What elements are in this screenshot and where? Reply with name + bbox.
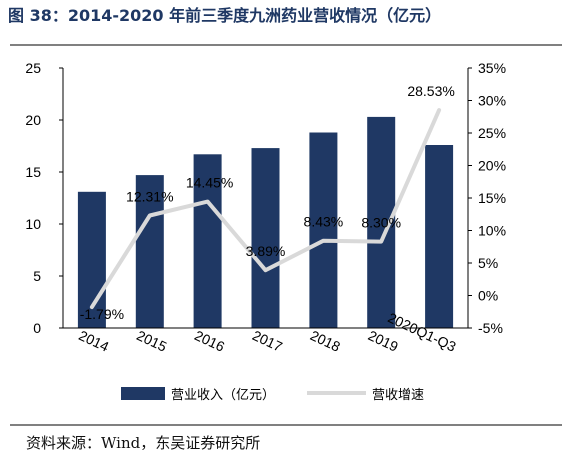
y-right-tick-label: 25% [478, 125, 506, 141]
y-right-tick-label: 20% [478, 158, 506, 174]
y-right-tick-label: 0% [478, 288, 498, 304]
figure-title: 图 38：2014-2020 年前三季度九洲药业营收情况（亿元） [8, 6, 442, 25]
y-right-tick-label: 10% [478, 223, 506, 239]
growth-data-label: 3.89% [246, 243, 286, 259]
legend: 营业收入（亿元） 营收增速 [121, 387, 424, 402]
y-right-tick-label: 15% [478, 190, 506, 206]
growth-data-label: 12.31% [126, 189, 173, 205]
x-tick-label: 2017 [250, 327, 285, 355]
legend-bar-swatch [121, 387, 165, 400]
growth-data-label: -1.79% [80, 306, 124, 322]
bar [309, 132, 338, 328]
x-tick-label: 2015 [134, 327, 169, 355]
growth-data-label: 8.30% [361, 215, 401, 231]
growth-data-label: 14.45% [186, 175, 233, 191]
x-tick-label: 2016 [192, 327, 227, 355]
x-tick-label: 2018 [308, 327, 343, 355]
growth-data-label: 8.43% [304, 214, 344, 230]
y-right-tick-label: 35% [478, 60, 506, 76]
y-left-tick-label: 10 [25, 216, 41, 232]
growth-data-label: 28.53% [407, 83, 454, 99]
growth-line-series: -1.79% 12.31% 14.45% 3.89% 8.43% 8.30% 28.53% [80, 83, 455, 322]
y-right-tick-label: 30% [478, 93, 506, 109]
x-tick-label: 2019 [366, 327, 401, 355]
y-left-tick-label: 0 [33, 320, 41, 336]
y-left-tick-label: 20 [25, 112, 41, 128]
growth-line [89, 108, 442, 310]
bar-series [77, 116, 454, 329]
legend-bar-label: 营业收入（亿元） [171, 387, 275, 402]
y-left-tick-label: 25 [25, 60, 41, 76]
bar [193, 154, 222, 328]
y-right-tick-label: 5% [478, 255, 498, 271]
bar [425, 145, 454, 328]
x-tick-label: 2014 [76, 327, 111, 355]
y-left-tick-label: 5 [33, 268, 41, 284]
y-left-tick-label: 15 [25, 164, 41, 180]
y-right-tick-label: -5% [478, 320, 503, 336]
chart: 0 5 10 15 20 25 -5% 0% 5% 10% 15% 20% 25% 30% 35% 2014 2… [10, 44, 562, 426]
legend-line-label: 营收增速 [372, 387, 424, 402]
bar [251, 148, 280, 328]
source-note: 资料来源：Wind，东吴证券研究所 [26, 434, 261, 452]
bar [135, 175, 164, 328]
